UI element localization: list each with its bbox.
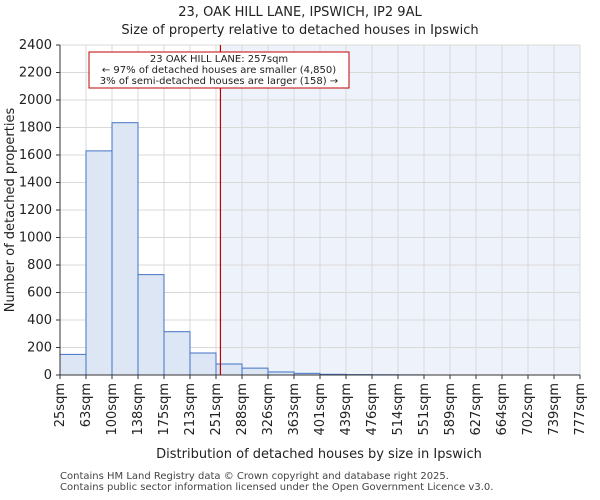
bar — [85, 150, 113, 376]
y-tick-label: 1400 — [19, 176, 52, 191]
footer-line-1: Contains HM Land Registry data © Crown c… — [60, 471, 449, 482]
x-tick-label: 63sqm — [79, 383, 94, 427]
chart-subtitle: Size of property relative to detached ho… — [121, 23, 479, 38]
bar — [241, 367, 269, 376]
footer-line-2: Contains public sector information licen… — [60, 482, 494, 493]
x-tick-label: 175sqm — [157, 383, 172, 436]
x-tick-label: 777sqm — [573, 383, 588, 436]
y-tick-label: 800 — [27, 258, 52, 273]
bar — [189, 352, 217, 376]
y-tick-label: 200 — [27, 341, 52, 356]
x-tick-label: 288sqm — [235, 383, 250, 436]
x-tick-label: 664sqm — [495, 383, 510, 436]
chart-title: 23, OAK HILL LANE, IPSWICH, IP2 9AL — [178, 5, 422, 20]
x-tick-label: 589sqm — [443, 383, 458, 436]
x-tick-label: 363sqm — [287, 383, 302, 436]
x-tick-label: 739sqm — [547, 383, 562, 436]
x-tick-label: 476sqm — [365, 383, 380, 436]
annotation-box — [88, 51, 350, 89]
y-tick-label: 1600 — [19, 148, 52, 163]
y-tick-label: 400 — [27, 313, 52, 328]
annotation-smaller: ← 97% of detached houses are smaller (4,… — [102, 65, 336, 76]
y-tick-label: 2000 — [19, 93, 52, 108]
y-tick-label: 1800 — [19, 121, 52, 136]
bar — [59, 353, 87, 376]
x-tick-label: 251sqm — [209, 383, 224, 436]
y-tick-label: 1000 — [19, 231, 52, 246]
x-tick-label: 138sqm — [131, 383, 146, 436]
x-axis-label: Distribution of detached houses by size … — [156, 447, 482, 462]
y-tick-label: 2400 — [19, 38, 52, 53]
x-tick-label: 439sqm — [339, 383, 354, 436]
bar — [137, 274, 165, 376]
y-tick-label: 1200 — [19, 203, 52, 218]
y-tick-label: 2200 — [19, 66, 52, 81]
chart-title-block: 23, OAK HILL LANE, IPSWICH, IP2 9AL Size… — [0, 0, 600, 40]
annotation-larger: 3% of semi-detached houses are larger (1… — [100, 76, 338, 87]
footer: Contains HM Land Registry data © Crown c… — [60, 471, 493, 493]
y-tick-label: 600 — [27, 286, 52, 301]
y-axis-label: Number of detached properties — [3, 108, 18, 313]
x-tick-label: 213sqm — [183, 383, 198, 436]
x-tick-label: 401sqm — [313, 383, 328, 436]
bar — [111, 122, 139, 376]
bar — [163, 331, 191, 376]
x-tick-label: 702sqm — [521, 383, 536, 436]
x-tick-label: 514sqm — [391, 383, 406, 436]
x-tick-label: 551sqm — [417, 383, 432, 436]
y-tick-label: 0 — [44, 368, 52, 383]
annotation-title: 23 OAK HILL LANE: 257sqm — [150, 54, 288, 65]
x-tick-label: 100sqm — [105, 383, 120, 436]
x-tick-label: 25sqm — [53, 383, 68, 427]
x-tick-label: 326sqm — [261, 383, 276, 436]
x-tick-label: 627sqm — [469, 383, 484, 436]
